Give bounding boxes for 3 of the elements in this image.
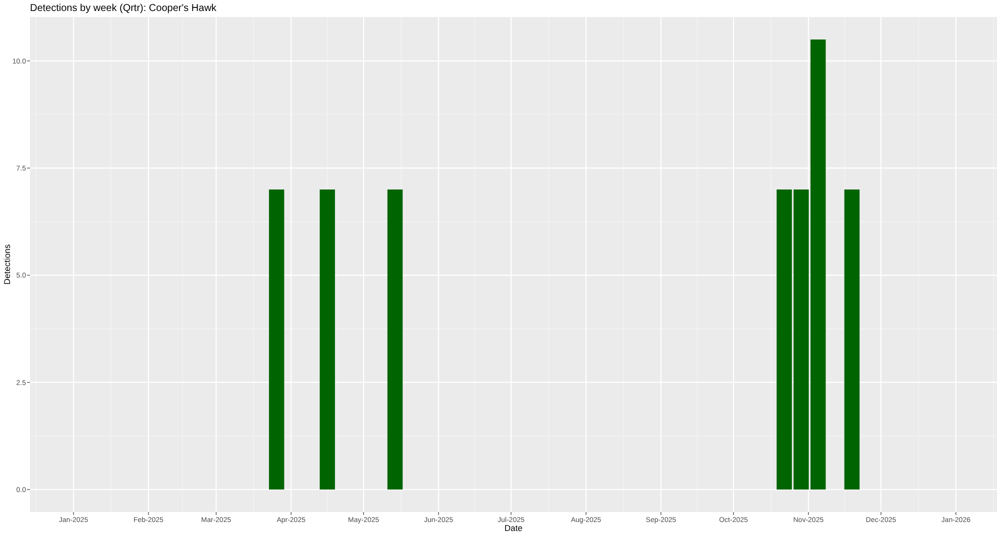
chart-title: Detections by week (Qrtr): Cooper's Hawk — [30, 3, 218, 14]
x-axis-title: Date — [504, 523, 523, 533]
y-axis-title: Detections — [2, 244, 12, 285]
